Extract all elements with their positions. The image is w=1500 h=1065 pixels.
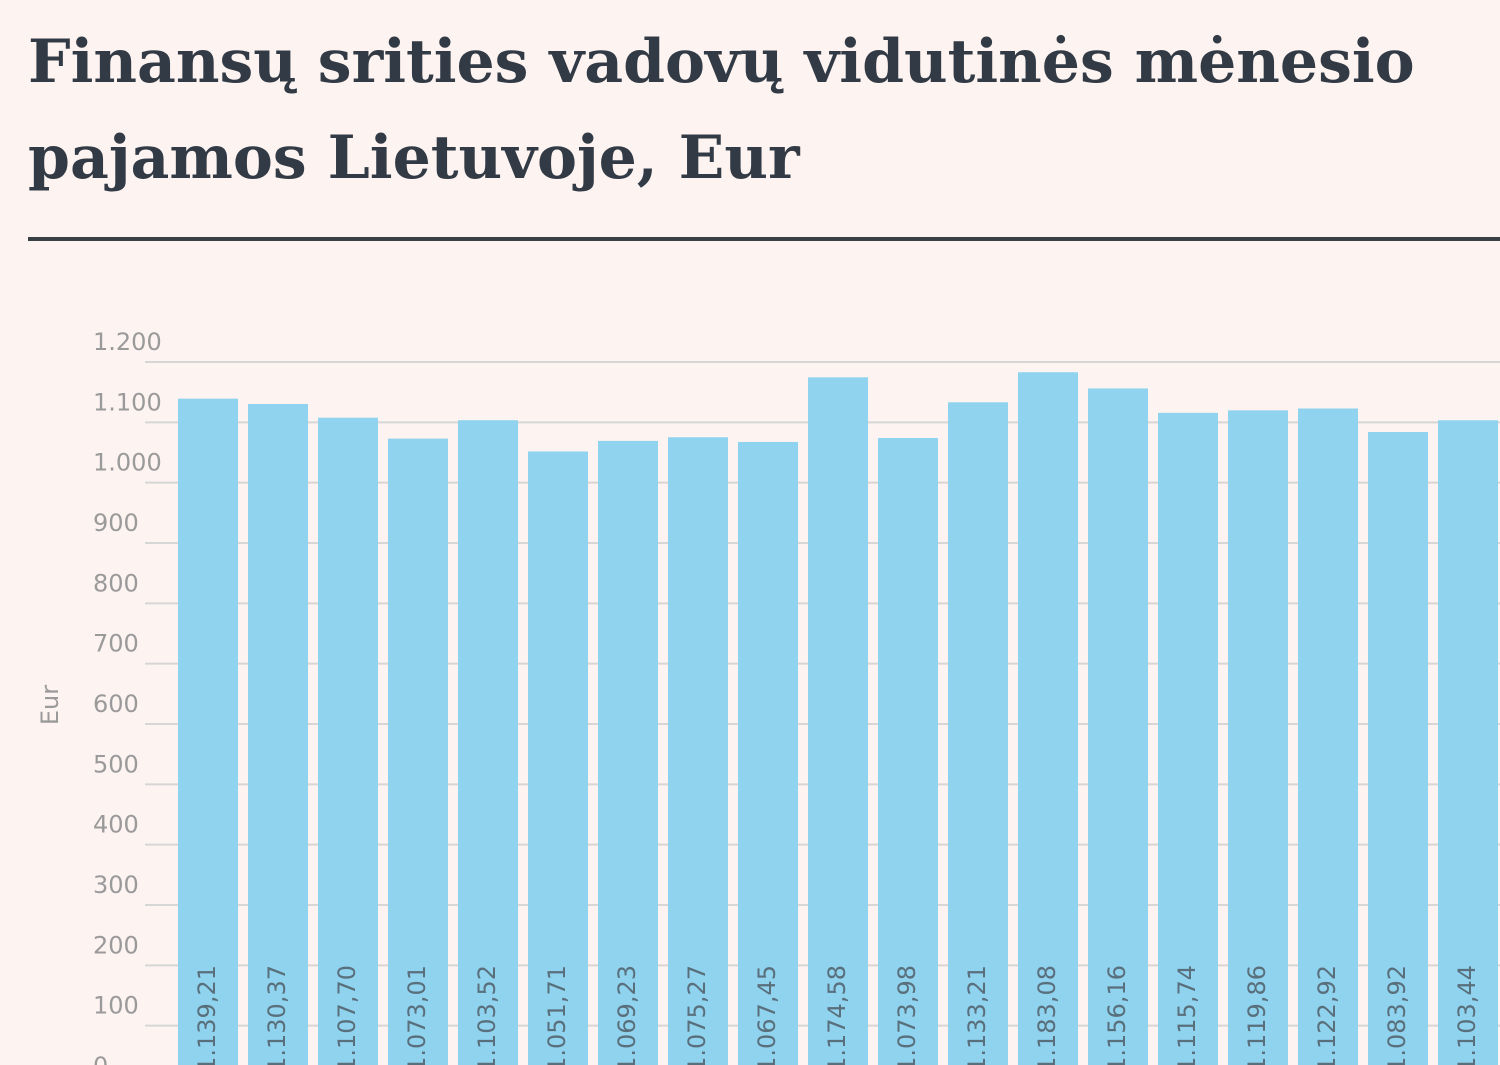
bar [248,404,308,1065]
y-tick-label: 700 [93,630,139,658]
value-label: 1.139,21 [193,965,221,1065]
bar [1228,410,1288,1065]
chart-title: Finansų srities vadovų vidutinės mėnesio… [28,27,1415,193]
bar [1018,372,1078,1065]
value-label: 1.156,16 [1103,965,1131,1065]
value-label: 1.073,98 [893,965,921,1065]
value-label: 1.083,92 [1383,965,1411,1065]
bar [388,438,448,1065]
bar [1158,412,1218,1065]
y-tick-label: 1.200 [93,328,162,356]
value-label: 1.069,23 [613,965,641,1065]
bar [668,437,728,1065]
bar [1438,420,1498,1065]
y-tick-label: 300 [93,871,139,899]
bar [598,440,658,1065]
y-tick-label: 1.100 [93,388,162,416]
value-label: 1.107,70 [333,965,361,1065]
value-label: 1.103,52 [473,965,501,1065]
bar [948,402,1008,1065]
value-label: 1.119,86 [1243,965,1271,1065]
value-label: 1.122,92 [1313,965,1341,1065]
bar [1088,388,1148,1065]
bar [1368,432,1428,1065]
bar [458,420,518,1065]
bar [878,438,938,1065]
value-label: 1.103,44 [1453,965,1481,1065]
value-label: 1.051,71 [543,965,571,1065]
bar [808,377,868,1065]
value-label: 1.073,01 [403,965,431,1065]
y-tick-label: 400 [93,811,139,839]
y-tick-label: 500 [93,750,139,778]
y-axis-label: Eur [36,685,64,725]
value-label: 1.115,74 [1173,965,1201,1065]
value-label: 1.130,37 [263,965,291,1065]
value-label: 1.183,08 [1033,965,1061,1065]
y-tick-label: 200 [93,931,139,959]
value-label: 1.133,21 [963,965,991,1065]
value-label: 1.075,27 [683,965,711,1065]
bar [1298,408,1358,1065]
bar [738,441,798,1065]
y-tick-label: 900 [93,509,139,537]
bar [178,398,238,1065]
y-tick-label: 1.000 [93,449,162,477]
value-label: 1.174,58 [823,965,851,1065]
y-tick-label: 600 [93,690,139,718]
bar [528,451,588,1065]
y-tick-label: 800 [93,569,139,597]
y-tick-label: 100 [93,992,139,1020]
value-label: 1.067,45 [753,965,781,1065]
y-tick-label: 0 [93,1052,108,1065]
bar [318,417,378,1065]
